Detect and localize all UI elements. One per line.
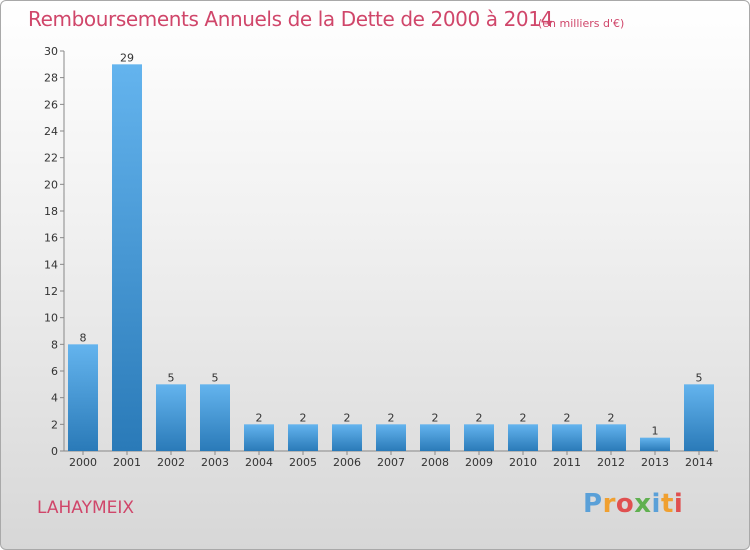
y-tick-label: 26	[44, 98, 58, 111]
y-tick-label: 20	[44, 178, 58, 191]
x-axis: 2000 2001 2002 2003 2004 2005 2006 2007 2008 2009…	[64, 450, 718, 469]
bar-value-label: 5	[212, 371, 219, 384]
proxiti-logo[interactable]: Proxiti	[583, 489, 683, 523]
x-tick-label: 2006	[333, 456, 361, 469]
x-tick-label: 2013	[641, 456, 669, 469]
bar-2000	[68, 344, 98, 451]
logo-letter: r	[602, 489, 616, 519]
bar-value-label: 2	[564, 411, 571, 424]
x-tick-label: 2010	[509, 456, 537, 469]
y-tick-label: 0	[51, 445, 58, 458]
chart-title: Remboursements Annuels de la Dette de 20…	[28, 7, 553, 31]
bar-value-label: 2	[520, 411, 527, 424]
bar-2003	[200, 384, 230, 451]
x-tick-label: 2003	[201, 456, 229, 469]
y-tick-label: 24	[44, 125, 58, 138]
y-tick-label: 16	[44, 232, 58, 245]
bar-value-label: 2	[388, 411, 395, 424]
bar-2009	[464, 424, 494, 451]
y-tick-label: 8	[51, 338, 58, 351]
bar-2012	[596, 424, 626, 451]
bar-2014	[684, 384, 714, 451]
logo-letter: P	[583, 489, 603, 519]
x-tick-label: 2000	[69, 456, 97, 469]
bar-value-label: 2	[432, 411, 439, 424]
y-tick-label: 30	[44, 45, 58, 58]
bar-2005	[288, 424, 318, 451]
bar-value-label: 2	[344, 411, 351, 424]
bar-2008	[420, 424, 450, 451]
x-tick-label: 2007	[377, 456, 405, 469]
x-tick-label: 2002	[157, 456, 185, 469]
bar-2006	[332, 424, 362, 451]
bar-2010	[508, 424, 538, 451]
bar-2002	[156, 384, 186, 451]
bar-value-label: 2	[476, 411, 483, 424]
bar-value-label: 5	[168, 371, 175, 384]
bar-value-label: 2	[256, 411, 263, 424]
y-tick-label: 28	[44, 72, 58, 85]
bar-value-label: 5	[696, 371, 703, 384]
x-tick-label: 2008	[421, 456, 449, 469]
logo-letter: o	[615, 489, 635, 519]
bar-2004	[244, 424, 274, 451]
bar-2011	[552, 424, 582, 451]
y-tick-label: 12	[44, 285, 58, 298]
y-tick-label: 2	[51, 418, 58, 431]
bar-value-label: 1	[652, 425, 659, 438]
x-tick-label: 2004	[245, 456, 273, 469]
bar-2001	[112, 64, 142, 452]
y-tick-label: 10	[44, 312, 58, 325]
y-tick-label: 6	[51, 365, 58, 378]
y-tick-label: 4	[51, 392, 58, 405]
bar-value-label: 2	[300, 411, 307, 424]
bar-2007	[376, 424, 406, 451]
y-tick-label: 18	[44, 205, 58, 218]
chart-subtitle: (en milliers d'€)	[538, 17, 625, 30]
x-tick-label: 2011	[553, 456, 581, 469]
logo-letter: x	[634, 489, 652, 519]
logo-letter: i	[673, 489, 684, 519]
bar-value-label: 8	[80, 331, 87, 344]
x-tick-label: 2012	[597, 456, 625, 469]
x-tick-label: 2014	[685, 456, 713, 469]
bars: 8 29 5 5 2 2 2 2 2 2 2 2 2 1 5	[68, 51, 714, 452]
logo-letter: i	[651, 489, 661, 519]
commune-name: LAHAYMEIX	[37, 498, 135, 518]
bar-2013	[640, 437, 670, 451]
bar-value-label: 2	[608, 411, 615, 424]
y-tick-label: 14	[44, 258, 58, 271]
x-tick-label: 2009	[465, 456, 493, 469]
x-tick-label: 2005	[289, 456, 317, 469]
logo-letter: t	[660, 489, 674, 519]
x-tick-label: 2001	[113, 456, 141, 469]
y-tick-label: 22	[44, 152, 58, 165]
bar-value-label: 29	[120, 51, 134, 64]
